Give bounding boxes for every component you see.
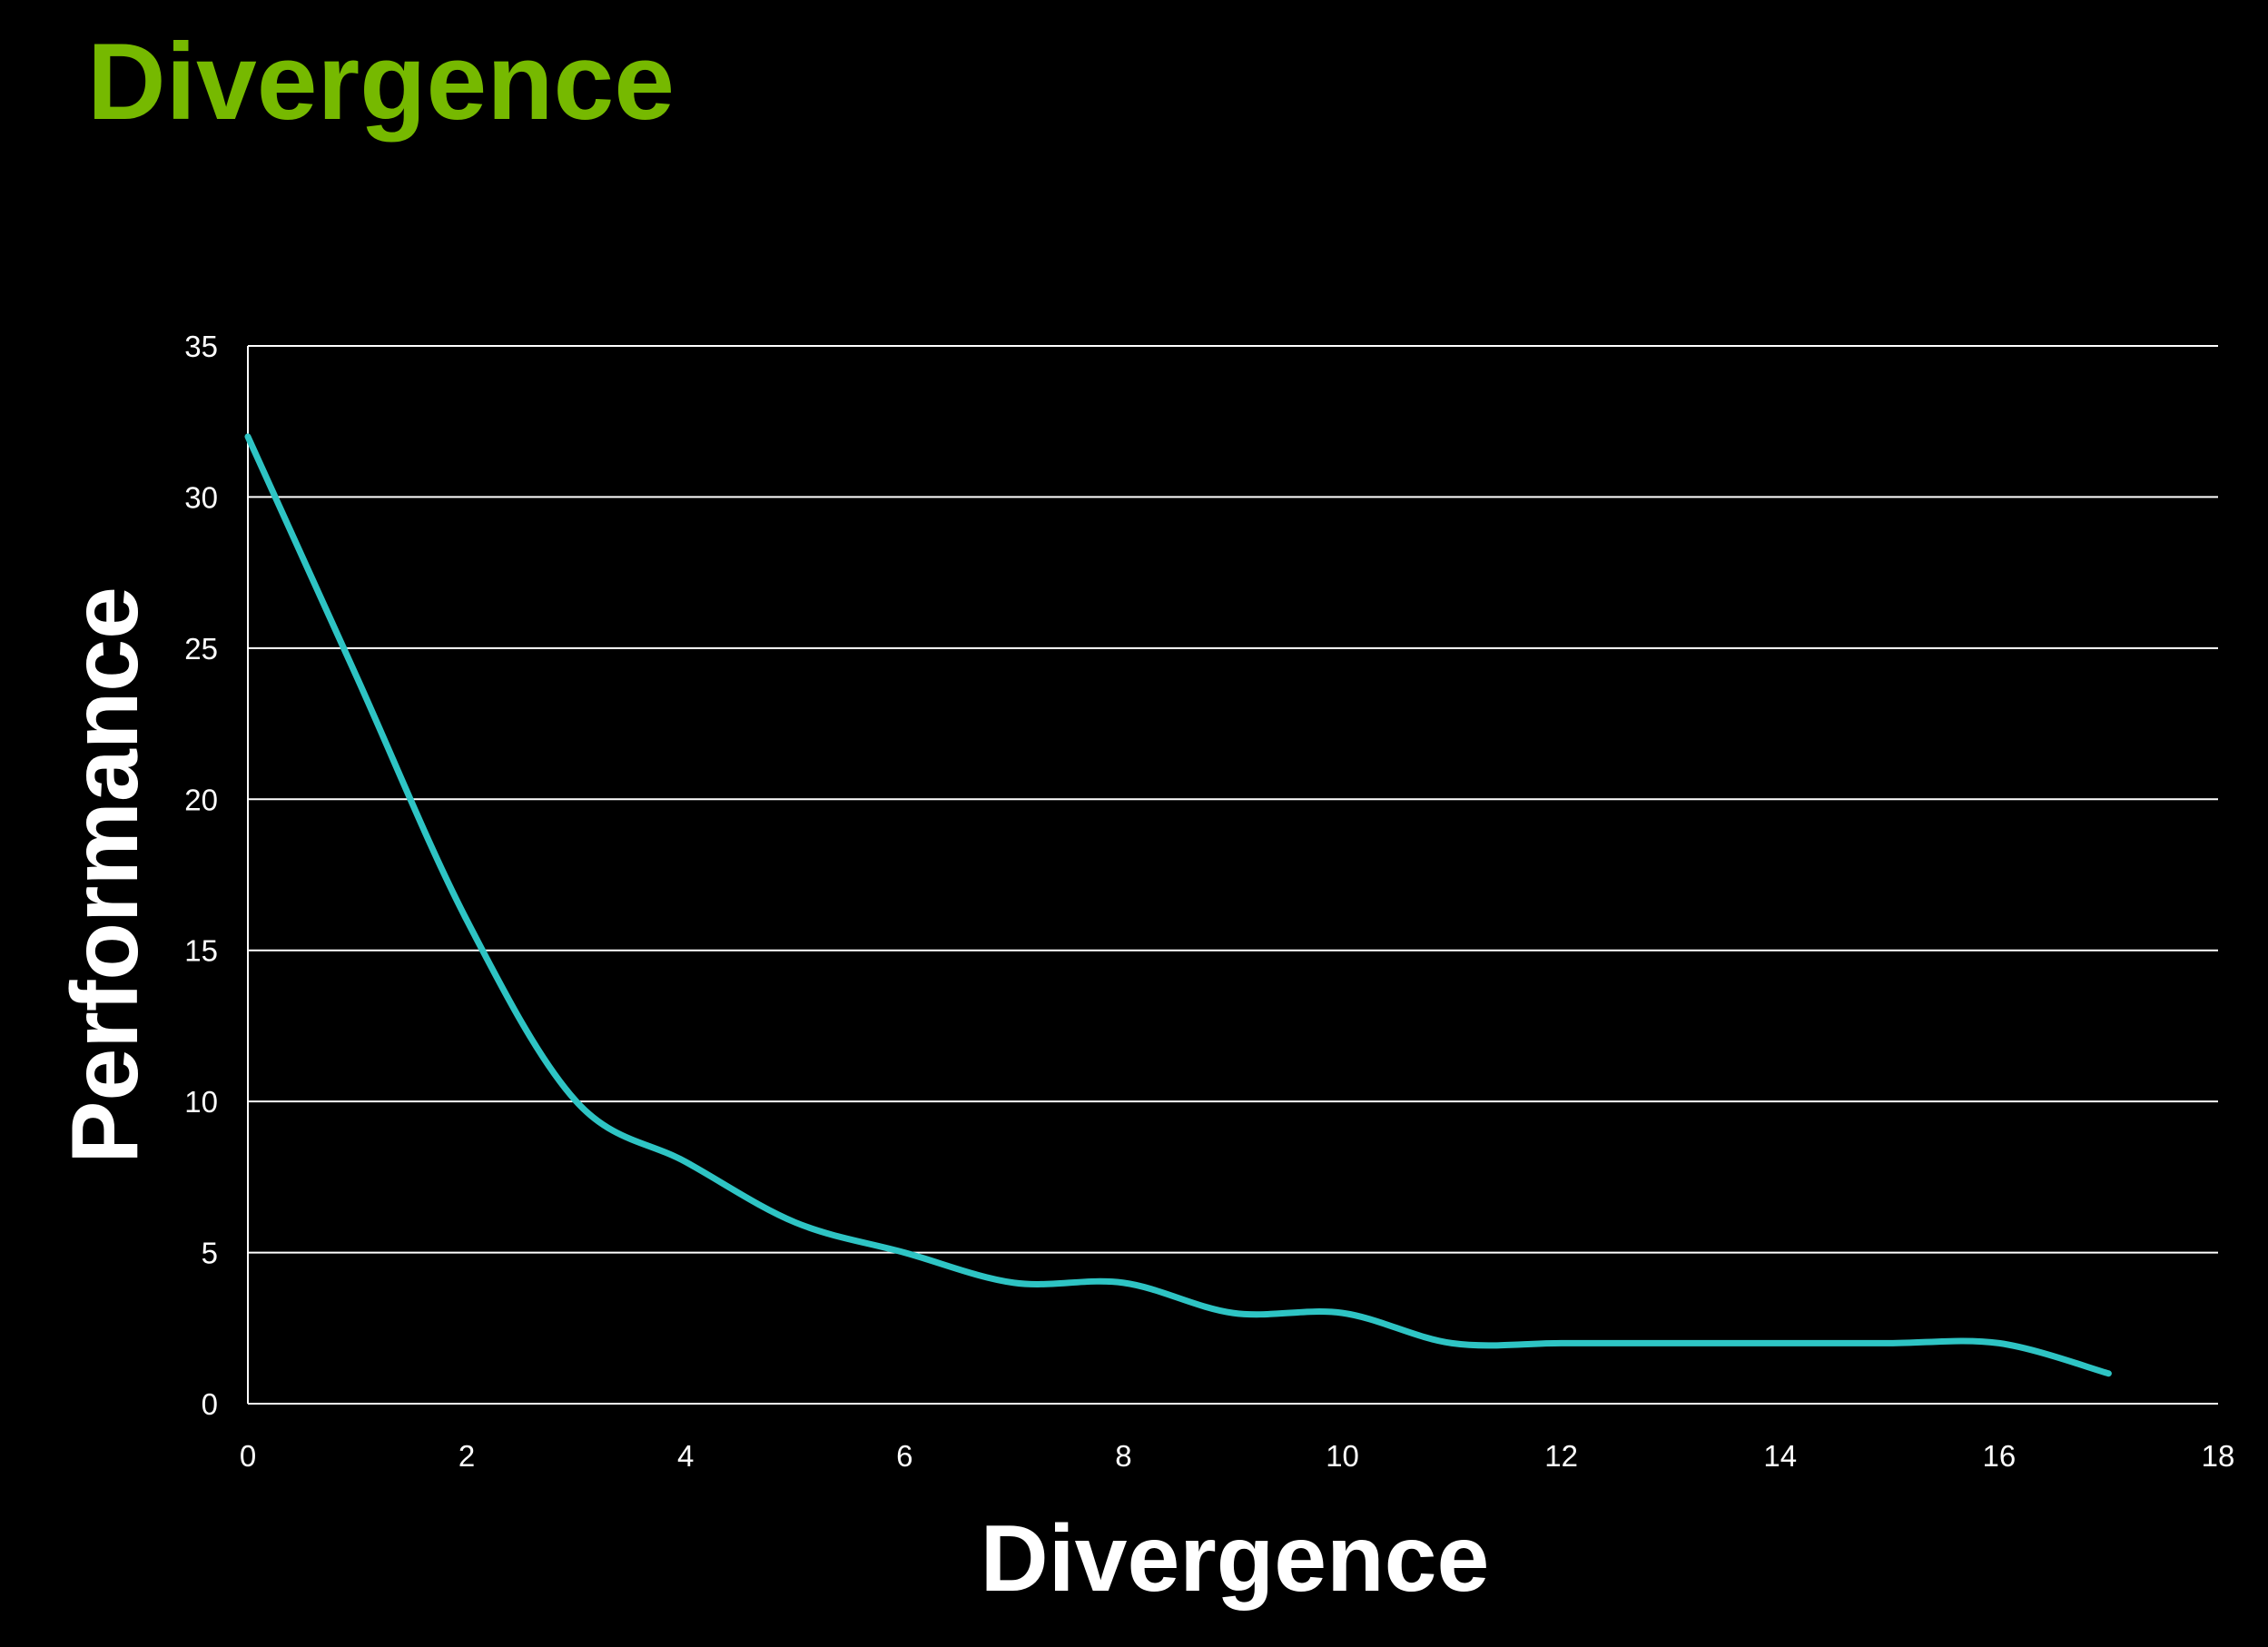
series-line-0 [244,433,2112,1377]
data-point-3 [574,1099,579,1104]
x-tick-label-6: 6 [896,1439,912,1473]
data-point-13 [1668,1340,1673,1346]
data-point-9 [1230,1310,1236,1316]
data-point-17 [2105,1371,2111,1376]
data-point-11 [1449,1340,1454,1346]
slide-title: Divergence [87,21,675,143]
x-tick-label-10: 10 [1326,1439,1359,1473]
x-tick-label-0: 0 [240,1439,256,1473]
y-tick-label-35: 35 [184,330,218,363]
y-axis-title: Performance [53,587,158,1164]
y-tick-label-0: 0 [202,1387,218,1421]
x-tick-label-12: 12 [1544,1439,1578,1473]
data-point-10 [1340,1310,1346,1316]
x-tick-label-14: 14 [1763,1439,1797,1473]
data-point-0 [245,434,251,439]
data-point-5 [793,1219,798,1225]
data-point-6 [902,1250,907,1256]
y-tick-label-20: 20 [184,783,218,816]
data-point-4 [683,1159,688,1165]
y-tick-label-15: 15 [184,934,218,968]
data-point-15 [1887,1340,1892,1346]
series-layer [244,433,2112,1377]
data-point-16 [1997,1340,2002,1346]
gridlines [248,345,2218,1405]
data-point-12 [1559,1340,1564,1346]
x-tick-label-4: 4 [677,1439,694,1473]
x-tick-label-2: 2 [459,1439,475,1473]
x-tick-label-18: 18 [2202,1439,2235,1473]
x-tick-label-8: 8 [1115,1439,1131,1473]
data-point-1 [355,676,360,681]
x-axis-title: Divergence [981,1506,1490,1612]
y-tick-label-30: 30 [184,480,218,514]
x-tick-labels: 0 2 4 6 8 10 12 14 16 18 [240,1439,2235,1473]
data-point-2 [464,917,469,922]
y-tick-label-5: 5 [202,1237,218,1270]
y-tick-labels: 0 5 10 15 20 25 30 35 [184,330,218,1421]
data-point-8 [1120,1280,1126,1286]
data-point-14 [1778,1340,1783,1346]
y-tick-label-25: 25 [184,632,218,666]
x-tick-label-16: 16 [1983,1439,2017,1473]
y-tick-label-10: 10 [184,1085,218,1119]
data-point-7 [1011,1280,1017,1286]
